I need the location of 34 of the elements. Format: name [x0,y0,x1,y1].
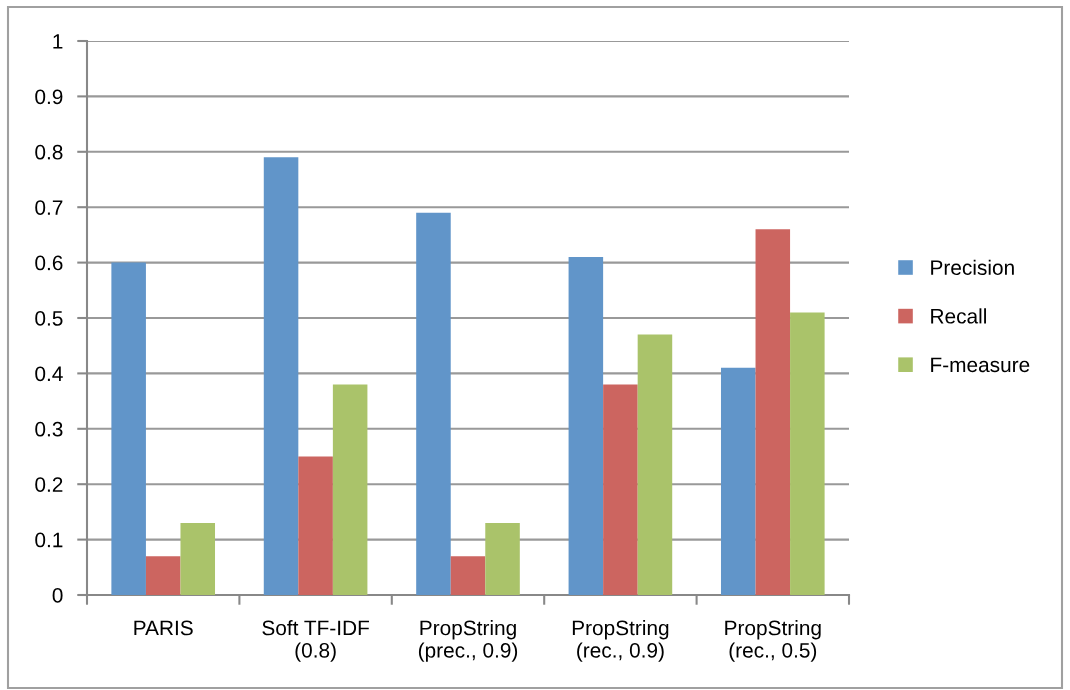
bar [111,262,146,595]
bar [720,367,756,595]
bar [637,334,673,595]
bar [416,212,451,595]
y-tick-label: 0.3 [35,421,63,437]
bar [298,456,333,595]
bar [485,522,520,595]
bar [568,257,604,595]
bar [332,384,368,595]
x-tick-label: Soft TF-IDF (0.8) [262,620,369,662]
y-tick-label: 0.2 [35,477,63,492]
x-tick-label: PropString (rec., 0.9) [572,620,669,662]
x-tick-label: PropString (prec., 0.9) [418,620,518,662]
bar [755,229,791,595]
y-tick-label: 0.6 [35,255,63,271]
y-tick-label: 0.1 [35,532,63,548]
y-tick-label: 0.4 [35,366,63,382]
y-tick-label: 0.7 [35,200,63,215]
legend-label: Precision [931,259,1014,276]
x-tick-label: PropString (rec., 0.5) [725,620,821,662]
bar [263,157,299,595]
legend-label: Recall [931,308,986,324]
bar [450,556,486,595]
y-tick-label: 1 [53,34,63,49]
bar [180,522,216,595]
x-tick-label: PARIS [134,620,193,636]
y-tick-label: 0 [52,588,63,603]
bar [790,312,825,595]
bar [603,384,638,595]
y-tick-label: 0.9 [35,89,63,105]
legend-label: F-measure [931,357,1030,373]
y-tick-label: 0.5 [35,311,63,326]
y-tick-label: 0.8 [35,144,63,160]
bar [145,556,181,595]
